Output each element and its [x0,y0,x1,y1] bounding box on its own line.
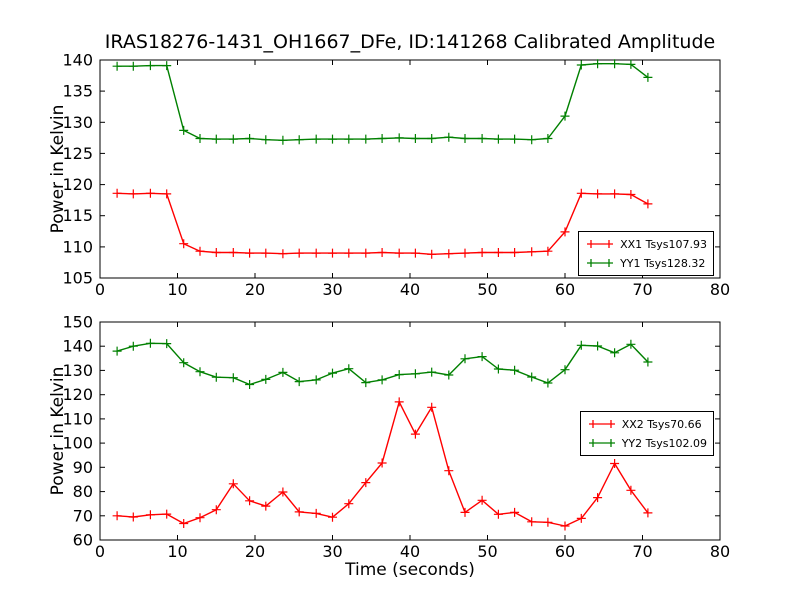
y-tick-label: 140 [62,337,93,356]
x-tick-label: 20 [245,542,265,561]
y-tick-label: 80 [73,482,93,501]
chart-title: IRAS18276-1431_OH1667_DFe, ID:141268 Cal… [104,31,716,53]
legend-label-yy2: YY2 Tsys102.09 [621,436,707,450]
legend-entry-yy1: YY1 Tsys128.32 [585,254,707,272]
legend-label-xx1: XX1 Tsys107.93 [620,237,707,251]
subplot-bottom: 0 10 20 30 40 50 60 70 80 60 70 80 90 100 110 120 130 140… [62,313,730,562]
y-tick-label: 105 [62,269,93,288]
x-tick-label: 0 [95,542,105,561]
x-tick-label: 80 [710,280,730,299]
series-markers-XX2 [112,397,653,531]
series-line-YY1 [117,63,649,142]
legend-line-sample-yy1 [587,259,614,267]
series-line-XX1 [117,192,649,256]
x-tick-label: 20 [245,280,265,299]
legend-line-sample-xx1 [587,240,614,248]
legend-entry-yy2: YY2 Tsys102.09 [587,434,707,452]
series-markers-YY2 [112,338,653,389]
y-tick-label: 110 [62,409,93,428]
y-tick-label: 125 [62,144,93,163]
legend-bottom-plot: XX2 Tsys70.66 YY2 Tsys102.09 [579,411,714,456]
y-tick-label: 140 [62,51,93,70]
legend-label-yy1: YY1 Tsys128.32 [620,256,706,270]
legend-line-sample-xx2 [588,420,615,428]
x-tick-label: 10 [167,280,187,299]
legend-entry-xx2: XX2 Tsys70.66 [587,415,707,433]
x-tick-label: 50 [477,280,497,299]
series-markers-XX1 [112,188,653,259]
y-tick-label: 100 [62,434,93,453]
x-tick-label: 70 [632,280,652,299]
y-tick-label: 120 [62,385,93,404]
y-tick-label: 135 [62,82,93,101]
y-tick-label: 90 [73,458,93,477]
y-tick-label: 110 [62,237,93,256]
x-tick-label: 40 [400,542,420,561]
x-tick-label: 80 [710,542,730,561]
legend-entry-xx1: XX1 Tsys107.93 [585,235,707,253]
y-tick-label: 130 [62,361,93,380]
x-tick-label: 70 [632,542,652,561]
legend-label-xx2: XX2 Tsys70.66 [621,417,702,431]
x-tick-label: 0 [95,280,105,299]
x-tick-label: 50 [477,542,497,561]
x-tick-label: 60 [555,542,575,561]
x-tick-label: 60 [555,280,575,299]
series-markers-YY1 [112,59,653,145]
x-tick-label: 30 [322,280,342,299]
x-tick-label: 30 [322,542,342,561]
y-tick-label: 130 [62,113,93,132]
y-tick-label: 60 [73,531,93,550]
y-tick-label: 150 [62,313,93,332]
x-tick-label: 40 [400,280,420,299]
xlabel: Time (seconds) [345,560,475,580]
x-tick-label: 10 [167,542,187,561]
y-tick-label: 115 [62,206,93,225]
y-tick-label: 70 [73,506,93,525]
legend-top-plot: XX1 Tsys107.93 YY1 Tsys128.32 [578,231,714,276]
subplot-top: 0 10 20 30 40 50 60 70 80 105 110 115 120 125 130 135 14… [62,51,730,300]
legend-line-sample-yy2 [588,439,615,447]
y-tick-label: 120 [62,175,93,194]
